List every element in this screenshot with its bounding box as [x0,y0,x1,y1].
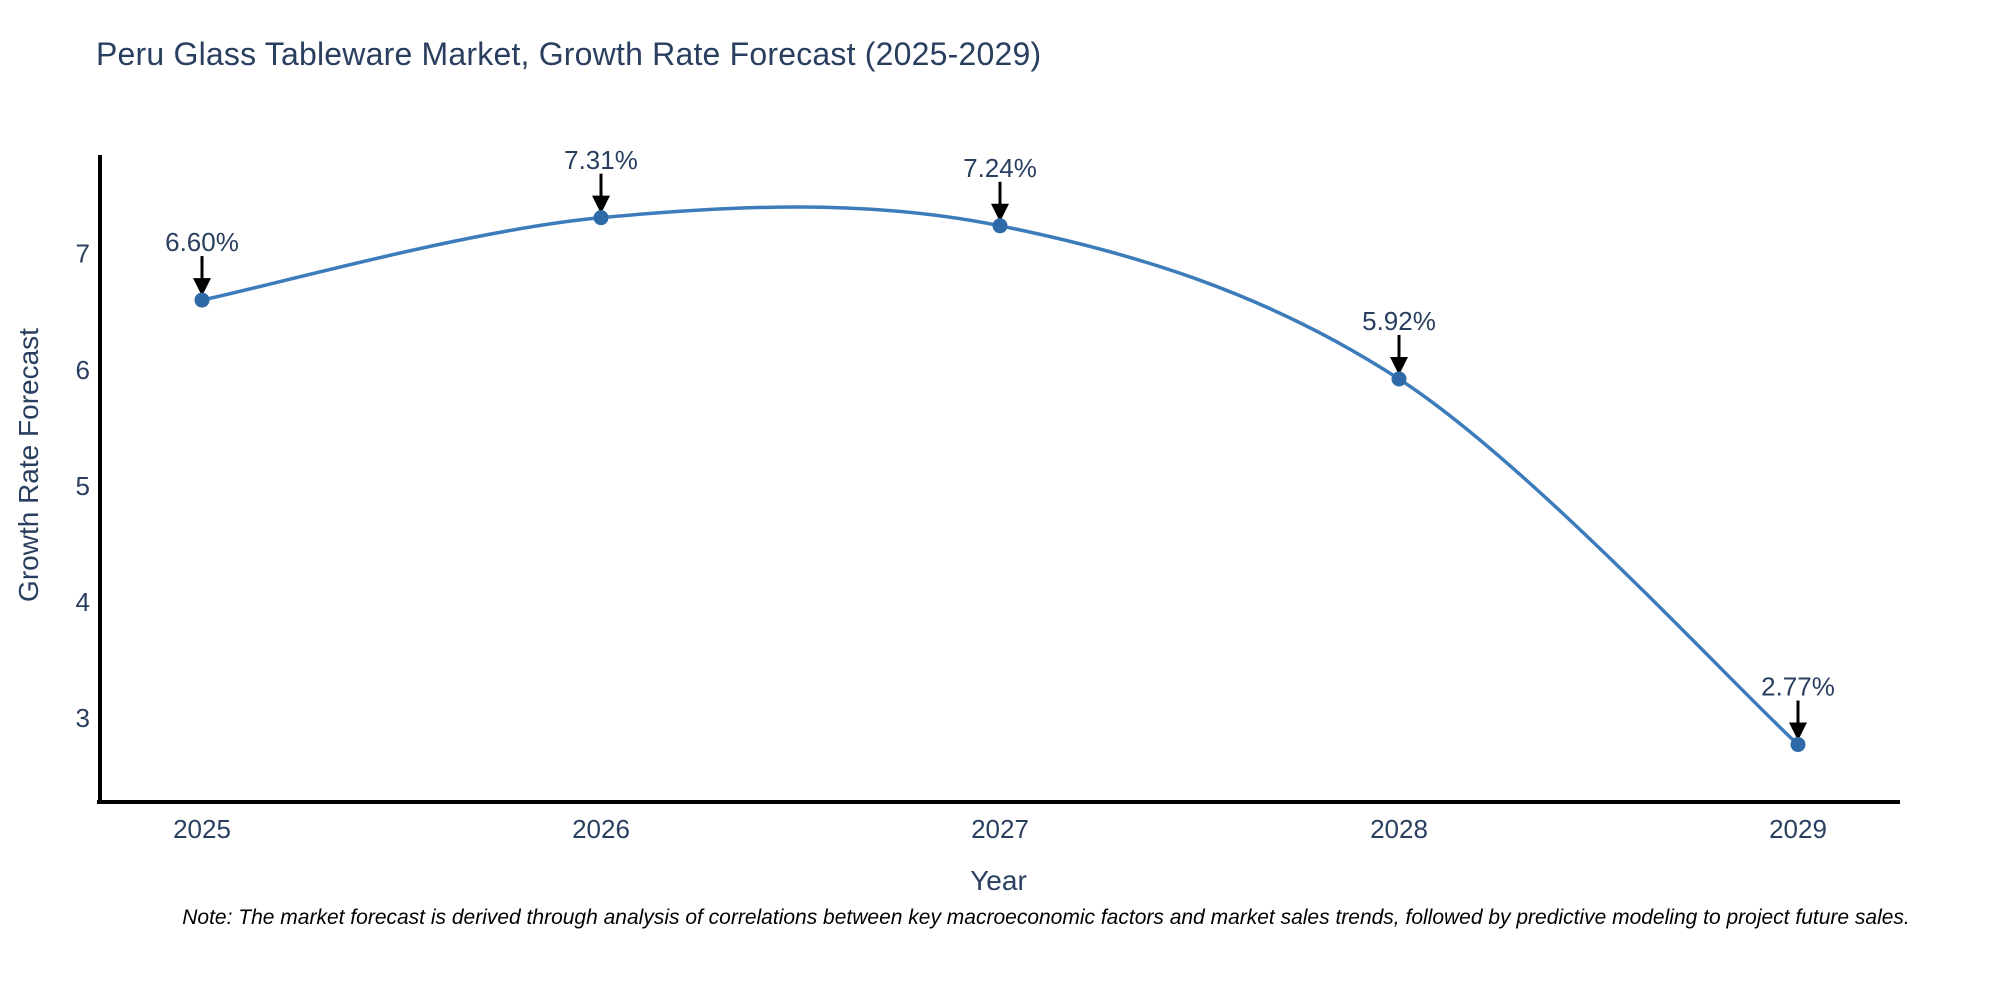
annotation-arrowhead-icon [1390,356,1408,375]
y-tick-label: 4 [76,587,90,617]
data-point[interactable] [1790,737,1806,753]
data-point[interactable] [593,210,609,226]
y-tick-label: 5 [76,471,90,501]
plot-area: 3 4 5 6 7 2025 2026 2027 2028 2029 Year Growth Rate… [13,145,1900,896]
point-value-label: 6.60% [165,227,239,257]
y-tick-label: 3 [76,703,90,733]
y-tick-label: 6 [76,355,90,385]
x-tick-label: 2029 [1769,814,1827,844]
chart-title: Peru Glass Tableware Market, Growth Rate… [96,36,1042,72]
footnote: Note: The market forecast is derived thr… [182,906,1910,929]
point-value-label: 7.31% [564,145,638,175]
point-value-label: 2.77% [1761,672,1835,702]
y-axis-title: Growth Rate Forecast [13,328,44,602]
x-tick-label: 2026 [572,814,630,844]
annotation-arrowhead-icon [1789,722,1807,741]
annotation-arrowhead-icon [991,203,1009,222]
y-tick-label: 7 [76,239,90,269]
data-point[interactable] [1391,371,1407,387]
x-tick-label: 2027 [971,814,1029,844]
data-point[interactable] [194,292,210,308]
x-tick-label: 2028 [1370,814,1428,844]
annotation-arrowhead-icon [592,195,610,214]
point-value-label: 7.24% [963,153,1037,183]
x-axis-title: Year [970,865,1027,896]
forecast-line [201,205,1800,746]
annotation-arrowhead-icon [193,278,211,297]
point-value-label: 5.92% [1362,306,1436,336]
data-point[interactable] [992,218,1008,234]
x-tick-label: 2025 [173,814,231,844]
